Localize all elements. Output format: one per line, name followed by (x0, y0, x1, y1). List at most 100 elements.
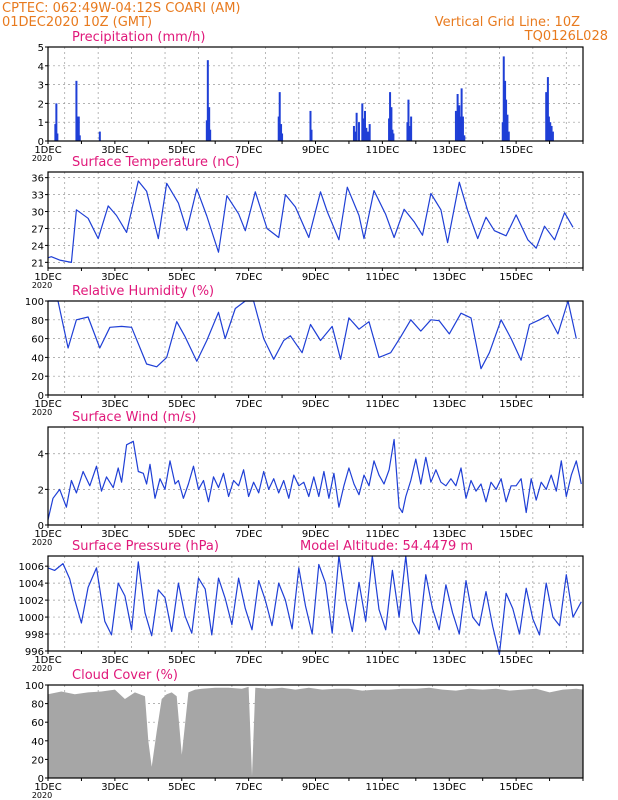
precip-bar (501, 122, 504, 141)
x-tick-label: 1DEC (34, 782, 61, 793)
x-tick-label: 5DEC (168, 145, 195, 156)
precip-bar (309, 110, 312, 141)
precip-bar (392, 133, 395, 141)
precip-bar (388, 118, 391, 141)
precip-bar (357, 122, 360, 141)
precip-bar (352, 125, 355, 141)
panel-title: Relative Humidity (%) (72, 284, 214, 299)
precip-bar (458, 105, 461, 141)
x-tick-label: 15DEC (499, 529, 533, 540)
panel-frame (47, 426, 584, 526)
x-tick-label: 11DEC (366, 529, 400, 540)
precip-bar (98, 131, 101, 141)
y-tick-label: 27 (31, 224, 44, 235)
precip-bar (78, 135, 81, 141)
x-tick-label: 5DEC (168, 529, 195, 540)
x-tick-label: 3DEC (101, 529, 128, 540)
y-tick-label: 100 (25, 681, 44, 692)
precip-bar (363, 110, 366, 141)
x-tick-label: 13DEC (432, 529, 466, 540)
precip-bar (502, 56, 505, 141)
panel-temperature: Surface Temperature (nC) 21 24 27 30 33 36 1DEC… (31, 155, 584, 290)
precip-bar (551, 131, 554, 141)
x-tick-label: 11DEC (366, 782, 400, 793)
precip-bar (505, 99, 508, 141)
precip-bar (310, 129, 313, 141)
y-tick-label: 40 (31, 737, 44, 748)
panel-wind: Surface Wind (m/s) 0 2 4 1DEC 3DEC 5DEC 7DEC 9DE… (32, 410, 584, 547)
x-tick-label: 3DEC (101, 399, 128, 410)
y-tick-label: 20 (31, 755, 44, 766)
y-tick-label: 60 (31, 335, 44, 346)
precip-bar (278, 92, 281, 141)
precip-bar (208, 107, 211, 141)
panel-frame (47, 171, 584, 269)
y-tick-label: 80 (31, 700, 44, 711)
x-tick-year: 2020 (32, 408, 52, 417)
bars (54, 56, 554, 141)
grid (48, 301, 583, 395)
panel-frame (47, 684, 584, 779)
y-tick-label: 80 (31, 316, 44, 327)
x-tick-label: 9DEC (302, 145, 329, 156)
model-code: TQ0126L028 (524, 29, 608, 44)
y-tick-label: 0 (38, 521, 44, 532)
precip-bar (56, 133, 59, 141)
precip-bar (354, 131, 357, 141)
x-tick-label: 15DEC (499, 399, 533, 410)
y-tick-label: 998 (25, 630, 44, 641)
series-line (47, 438, 582, 520)
x-tick-label: 13DEC (432, 655, 466, 666)
y-tick-label: 1006 (19, 562, 44, 573)
x-tick-year: 2020 (32, 281, 52, 290)
date-line: 01DEC2020 10Z (GMT) (2, 15, 152, 30)
x-tick-label: 15DEC (499, 655, 533, 666)
y-tick-label: 1002 (19, 596, 44, 607)
x-tick-label: 13DEC (432, 145, 466, 156)
x-tick-label: 11DEC (366, 655, 400, 666)
x-tick-label: 1DEC (34, 529, 61, 540)
x-tick-label: 1DEC (34, 272, 61, 283)
precip-bar (545, 92, 548, 141)
x-tick-label: 9DEC (302, 399, 329, 410)
precip-bar (55, 103, 58, 141)
x-tick-label: 9DEC (302, 529, 329, 540)
x-tick-label: 7DEC (235, 782, 262, 793)
x-tick-label: 9DEC (302, 782, 329, 793)
x-tick-year: 2020 (32, 791, 52, 800)
x-tick-label: 9DEC (302, 655, 329, 666)
precip-bar (280, 124, 283, 141)
x-tick-label: 15DEC (499, 782, 533, 793)
y-tick-label: 0 (38, 774, 44, 785)
y-tick-label: 2 (38, 485, 44, 496)
precip-bar (461, 116, 464, 141)
precip-bar (361, 103, 364, 141)
x-tick-label: 1DEC (34, 655, 61, 666)
precip-bar (391, 129, 394, 141)
precip-bar (506, 114, 509, 141)
x-tick-label: 13DEC (432, 272, 466, 283)
precip-bar (205, 120, 208, 141)
precip-bar (206, 60, 209, 141)
precip-bar (77, 116, 80, 141)
precip-bar (355, 112, 358, 141)
y-tick-label: 1000 (19, 613, 44, 624)
precip-bar (390, 107, 393, 141)
y-tick-label: 30 (31, 208, 44, 219)
cloud-area (48, 686, 583, 778)
x-tick-label: 7DEC (235, 399, 262, 410)
panel-frame (47, 300, 584, 396)
precip-bar (407, 99, 410, 141)
x-tick-label: 7DEC (235, 272, 262, 283)
x-tick-label: 7DEC (235, 529, 262, 540)
x-tick-label: 5DEC (168, 399, 195, 410)
precip-bar (209, 129, 212, 141)
precip-bar (463, 135, 466, 141)
y-tick-label: 1004 (19, 579, 44, 590)
x-tick-label: 3DEC (101, 272, 128, 283)
panel-precipitation: Precipitation (mm/h) 0 1 2 3 4 5 1DEC 3DEC 5DEC 7D… (32, 30, 584, 163)
series-line (47, 180, 574, 263)
x-tick-label: 13DEC (432, 782, 466, 793)
x-tick-label: 1DEC (34, 399, 61, 410)
precip-bar (454, 110, 457, 141)
